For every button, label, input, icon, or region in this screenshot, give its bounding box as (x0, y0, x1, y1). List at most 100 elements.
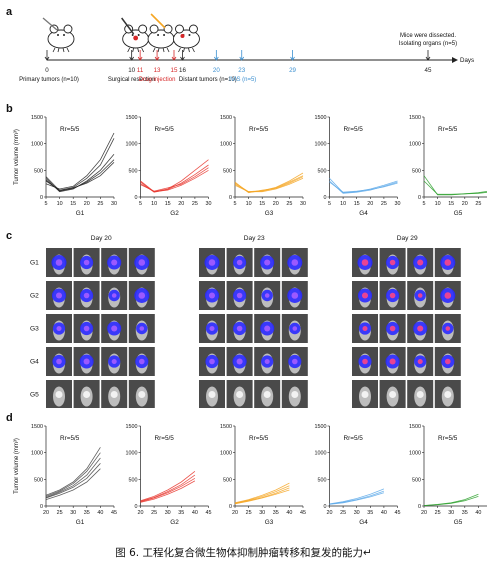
bioluminescence-core (291, 292, 299, 299)
series-line (234, 177, 304, 193)
y-tick-label: 1500 (220, 424, 232, 430)
x-tick-label: 40 (97, 510, 103, 516)
x-tick-label: 5 (423, 201, 426, 207)
x-tick-label: 45 (111, 510, 117, 516)
group-label: G1 (76, 519, 85, 526)
y-tick-label: 1000 (409, 142, 421, 148)
panel-label-a: a (6, 6, 13, 18)
x-tick-label: 45 (206, 510, 212, 516)
mouse-ear (138, 24, 148, 34)
mouse-eye (137, 34, 140, 36)
series-line (234, 485, 290, 504)
tick-arrowhead (239, 56, 245, 61)
x-tick-label: 30 (395, 201, 401, 207)
day-tick-label: 15 (171, 67, 178, 74)
bioluminescence-core (138, 292, 146, 299)
bioluminescence-core (361, 292, 369, 299)
label-drug-injection: Drug injection (139, 77, 176, 83)
response-rate-label: Rr=5/5 (438, 435, 458, 442)
y-tick-label: 0 (40, 504, 43, 510)
y-tick-label: 1500 (315, 424, 327, 430)
bioluminescence-core (111, 325, 118, 332)
y-tick-label: 1000 (220, 451, 232, 457)
series-line (45, 162, 115, 192)
response-rate-label: Rr=5/5 (60, 126, 80, 133)
y-tick-label: 1500 (409, 115, 421, 121)
series-line (329, 492, 385, 505)
x-tick-label: 25 (381, 201, 387, 207)
day-tick-label: 13 (154, 67, 161, 74)
x-tick-label: 40 (475, 510, 481, 516)
x-tick-label: 30 (206, 201, 212, 207)
bioluminescence-core (417, 293, 423, 298)
day-tick-label: 0 (45, 67, 49, 74)
x-tick-label: 35 (273, 510, 279, 516)
y-tick-label: 1500 (220, 115, 232, 121)
x-tick-label: 40 (381, 510, 387, 516)
x-tick-label: 5 (328, 201, 331, 207)
tick-arrowhead (44, 56, 50, 61)
series-line (140, 470, 196, 502)
y-tick-label: 0 (229, 504, 232, 510)
y-tick-label: 1500 (126, 115, 138, 121)
x-tick-label: 25 (151, 510, 157, 516)
tumor-site (236, 391, 244, 398)
bioluminescence-core (291, 358, 298, 365)
x-tick-label: 35 (462, 510, 468, 516)
bioluminescence-core (55, 292, 63, 299)
bioluminescence-core (389, 292, 396, 299)
panel-label-c: c (6, 230, 13, 242)
bioluminescence-core (417, 325, 424, 332)
series-line (45, 468, 101, 500)
tick-arrowhead (180, 56, 185, 61)
y-axis-label: Tumor volume (mm³) (14, 129, 20, 185)
series-line (45, 463, 101, 499)
bioluminescence-core (139, 326, 145, 331)
days-label: Days (460, 57, 474, 64)
tumor-site (138, 391, 146, 398)
mouse-eye (57, 34, 59, 36)
x-tick-label: 20 (462, 201, 468, 207)
syringe-icon (150, 13, 166, 29)
x-tick-label: 15 (354, 201, 360, 207)
group-label: G2 (170, 519, 179, 526)
series-line (45, 447, 101, 496)
x-tick-label: 30 (111, 201, 117, 207)
bioluminescence-core (236, 325, 243, 332)
day-tick-label: 20 (213, 67, 220, 74)
y-tick-label: 0 (418, 504, 421, 510)
x-tick-label: 10 (435, 201, 441, 207)
x-tick-label: 20 (178, 201, 184, 207)
group-label: G5 (454, 210, 463, 217)
label-primary-tumors: Primary tumors (n=10) (19, 77, 79, 83)
mouse-primary-icon (42, 17, 75, 53)
mouse-eye (63, 34, 65, 36)
series-line (423, 180, 487, 195)
bioluminescence-core (209, 358, 215, 365)
x-tick-label: 25 (246, 510, 252, 516)
day-tick-label: 29 (289, 67, 296, 74)
x-tick-label: 20 (43, 510, 49, 516)
x-tick-label: 10 (340, 201, 346, 207)
x-tick-label: 25 (340, 510, 346, 516)
x-tick-label: 15 (165, 201, 171, 207)
bioluminescence-core (362, 325, 368, 332)
mouse-legs (178, 47, 195, 53)
series-line (45, 452, 101, 497)
group-label: G3 (265, 210, 274, 217)
y-tick-label: 1000 (126, 451, 138, 457)
mouse-body (173, 29, 200, 49)
y-tick-label: 0 (229, 195, 232, 201)
timeline-arrow (452, 57, 458, 63)
y-tick-label: 0 (135, 195, 138, 201)
y-tick-label: 500 (34, 168, 43, 174)
bioluminescence-core (138, 259, 146, 266)
x-tick-label: 40 (286, 510, 292, 516)
series-line (140, 474, 196, 502)
response-rate-label: Rr=5/5 (438, 126, 458, 133)
panel-label-d: d (6, 412, 13, 424)
bioluminescence-core (417, 358, 423, 365)
tumor-site (291, 391, 299, 398)
y-tick-label: 500 (223, 477, 232, 483)
series-line (423, 496, 479, 506)
